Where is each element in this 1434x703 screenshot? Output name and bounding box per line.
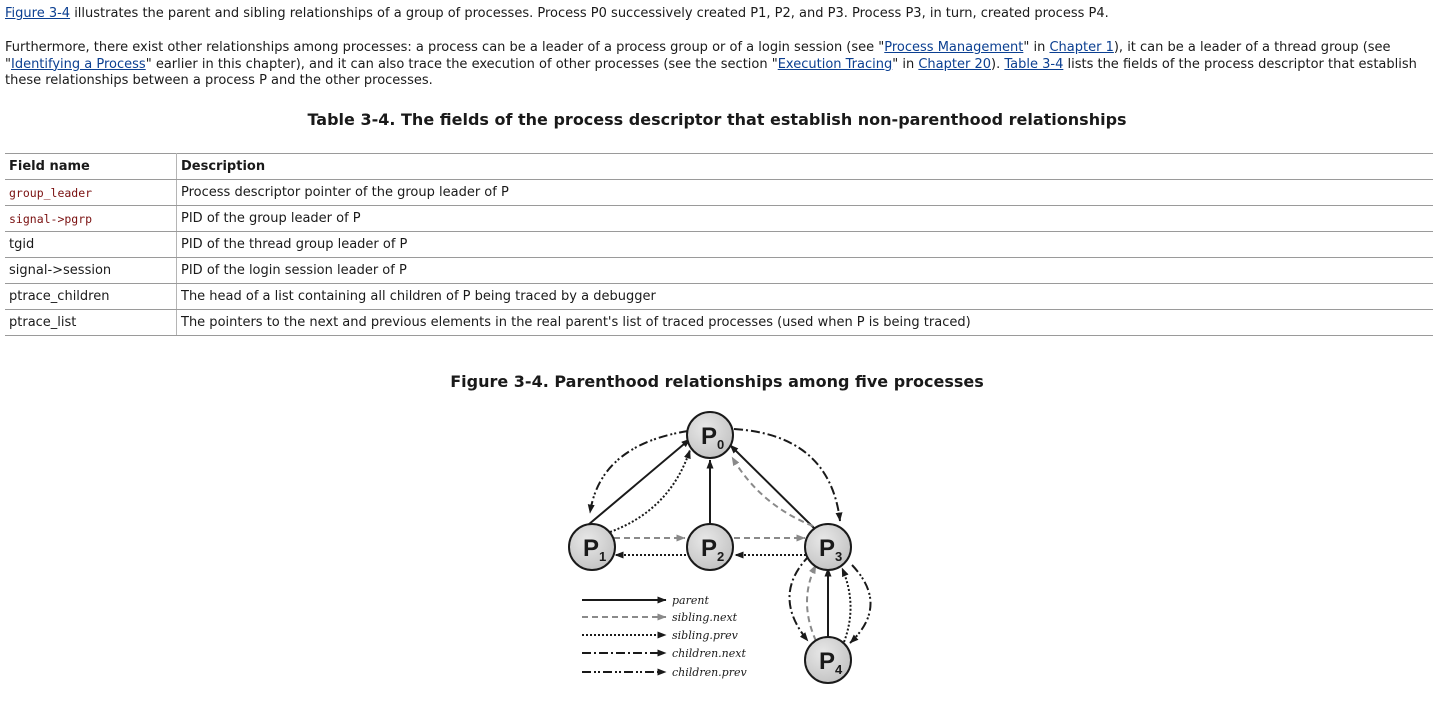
- para2-text-3: ), it can be a leader of a thread group …: [5, 40, 1391, 72]
- node-subscript: 0: [717, 437, 724, 452]
- identifying-a-process-link[interactable]: Identifying a Process: [10, 56, 146, 72]
- execution-tracing-link[interactable]: Execution Tracing: [777, 56, 893, 72]
- legend-parent-label: parent: [672, 594, 709, 607]
- table-3-4-link[interactable]: Table 3-4: [1004, 56, 1064, 72]
- description-cell: The pointers to the next and previous el…: [176, 309, 1433, 336]
- sibling-next-arrow-p4-p3: [806, 564, 817, 642]
- node-letter: P: [701, 535, 717, 562]
- intro-paragraph: Figure 3-4 illustrates the parent and si…: [5, 6, 1426, 23]
- process-node-p3: P3: [804, 523, 852, 571]
- node-subscript: 2: [717, 549, 724, 564]
- process-node-p1: P1: [568, 523, 616, 571]
- children-prev-arrow-p3-p4: [849, 564, 872, 644]
- svg-text:P0: P0: [701, 423, 724, 452]
- relationships-paragraph: Furthermore, there exist other relations…: [5, 40, 1426, 90]
- children-next-arrow-p0-p3: [733, 428, 843, 522]
- svg-text:P1: P1: [583, 535, 606, 564]
- para2-text-1: Furthermore, there exist other relations…: [5, 40, 885, 55]
- parent-arrow-p3-p0: [729, 444, 816, 530]
- children-next-arrow-p3-p4: [788, 554, 811, 642]
- legend-children-prev-label: children.prev: [672, 666, 747, 679]
- legend-sibling-prev-label: sibling.prev: [672, 629, 739, 642]
- field-name-cell: tgid: [5, 231, 177, 258]
- sibling-prev-arrow-p1-p0: [609, 449, 691, 533]
- sibling-prev-arrow-p4-p3: [841, 567, 852, 643]
- description-cell: PID of the login session leader of P: [176, 257, 1433, 284]
- header-description: Description: [176, 153, 1433, 180]
- process-management-link[interactable]: Process Management: [884, 40, 1024, 55]
- figure-3-4-link[interactable]: Figure 3-4: [5, 6, 71, 21]
- process-relationship-diagram: P0 P1 P2 P3 P4 parent sibling.next sibli…: [568, 411, 872, 684]
- legend-sibling-next-label: sibling.next: [672, 611, 738, 624]
- table-row: tgid PID of the thread group leader of P: [5, 231, 1433, 258]
- legend-children-next-label: children.next: [672, 647, 746, 660]
- process-node-p0: P0: [686, 411, 734, 459]
- node-letter: P: [583, 535, 599, 562]
- para2-text-4: " earlier in this chapter), and it can a…: [145, 56, 778, 72]
- node-letter: P: [819, 648, 835, 675]
- figure-caption: Figure 3-4. Parenthood relationships amo…: [450, 372, 984, 391]
- header-field-name: Field name: [5, 153, 177, 180]
- table-header-row: Field name Description: [5, 153, 1433, 180]
- diagram-legend: parent sibling.next sibling.prev childre…: [582, 594, 747, 679]
- table-row: ptrace_list The pointers to the next and…: [5, 309, 1433, 336]
- description-cell: PID of the group leader of P: [176, 205, 1433, 232]
- svg-text:P4: P4: [819, 648, 843, 677]
- fields-table: Field name Description group_leader Proc…: [5, 153, 1433, 336]
- sibling-next-arrow-p3-p0: [731, 456, 814, 527]
- parent-arrow-p1-p0: [587, 438, 691, 526]
- field-name-cell: ptrace_children: [5, 283, 177, 310]
- description-cell: The head of a list containing all childr…: [176, 283, 1433, 310]
- table-row: group_leader Process descriptor pointer …: [5, 179, 1433, 206]
- children-prev-arrow-p0-p1: [587, 430, 689, 514]
- description-cell: Process descriptor pointer of the group …: [176, 179, 1433, 206]
- svg-text:P3: P3: [819, 535, 842, 564]
- node-subscript: 4: [835, 662, 843, 677]
- node-subscript: 1: [599, 549, 606, 564]
- svg-text:P2: P2: [701, 535, 724, 564]
- table-row: ptrace_children The head of a list conta…: [5, 283, 1433, 310]
- field-name-cell: signal->pgrp: [5, 205, 177, 232]
- table-row: signal->session PID of the login session…: [5, 257, 1433, 284]
- table-row: signal->pgrp PID of the group leader of …: [5, 205, 1433, 232]
- chapter-1-link[interactable]: Chapter 1: [1049, 40, 1114, 55]
- intro-text: illustrates the parent and sibling relat…: [70, 6, 1109, 21]
- table-caption: Table 3-4. The fields of the process des…: [307, 110, 1127, 129]
- node-letter: P: [819, 535, 835, 562]
- field-name-cell: ptrace_list: [5, 309, 177, 336]
- node-letter: P: [701, 423, 717, 450]
- field-name-cell: group_leader: [5, 179, 177, 206]
- para2-text-5: " in: [892, 56, 919, 72]
- para2-text-6: ).: [991, 56, 1005, 72]
- para2-text-2: " in: [1023, 40, 1050, 55]
- para2-text-7: lists the fields of the process descript…: [5, 56, 1417, 89]
- chapter-20-link[interactable]: Chapter 20: [918, 56, 992, 72]
- process-node-p2: P2: [686, 523, 734, 571]
- node-subscript: 3: [835, 549, 842, 564]
- process-node-p4: P4: [804, 636, 852, 684]
- field-name-cell: signal->session: [5, 257, 177, 284]
- description-cell: PID of the thread group leader of P: [176, 231, 1433, 258]
